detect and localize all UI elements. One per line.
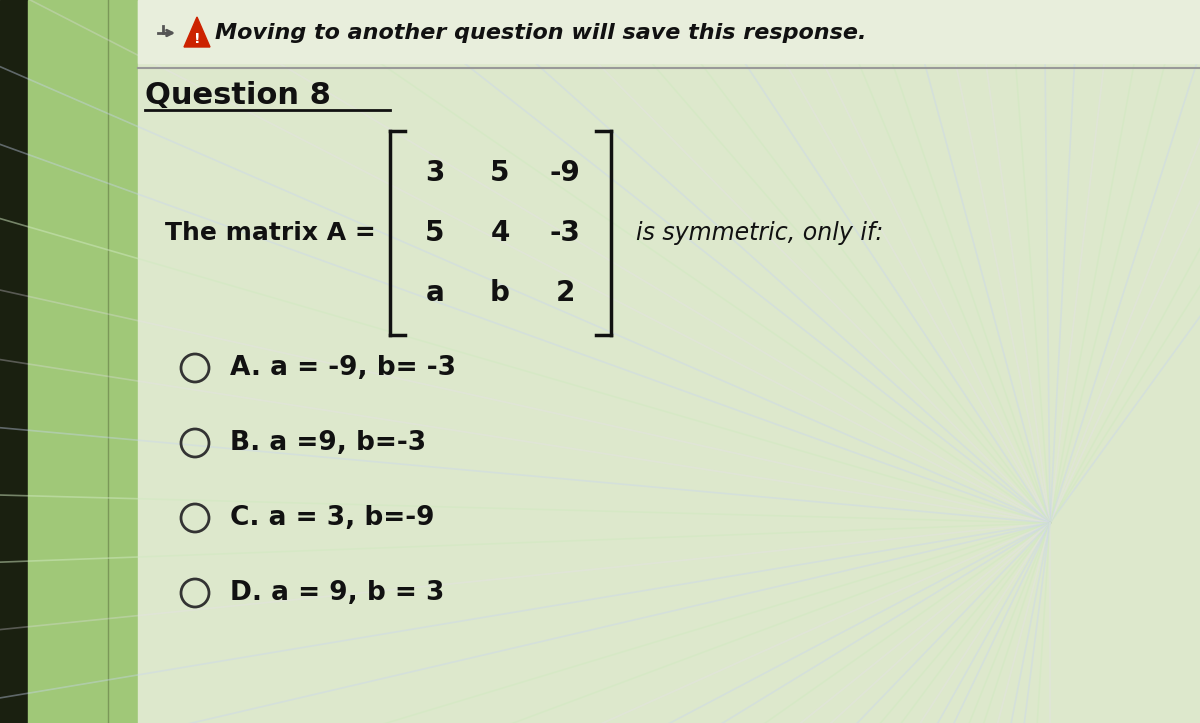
Text: a: a: [426, 279, 444, 307]
Text: A. a = -9, b= -3: A. a = -9, b= -3: [230, 355, 456, 381]
Text: 5: 5: [425, 219, 445, 247]
Text: 2: 2: [556, 279, 575, 307]
Text: The matrix A =: The matrix A =: [166, 221, 376, 245]
Bar: [138, 0, 1200, 63]
Bar: [138, 0, 1200, 723]
Text: b: b: [490, 279, 510, 307]
Bar: [0, 0, 28, 723]
Text: 3: 3: [425, 159, 445, 187]
Text: Moving to another question will save this response.: Moving to another question will save thi…: [215, 23, 866, 43]
Text: B. a =9, b=-3: B. a =9, b=-3: [230, 430, 426, 456]
Text: -3: -3: [550, 219, 581, 247]
Text: is symmetric, only if:: is symmetric, only if:: [636, 221, 883, 245]
Text: 4: 4: [491, 219, 510, 247]
Text: 5: 5: [491, 159, 510, 187]
Text: -9: -9: [550, 159, 581, 187]
Polygon shape: [184, 17, 210, 47]
Text: C. a = 3, b=-9: C. a = 3, b=-9: [230, 505, 434, 531]
Text: !: !: [193, 32, 200, 46]
Text: Question 8: Question 8: [145, 80, 331, 109]
Bar: [28, 0, 138, 723]
Text: D. a = 9, b = 3: D. a = 9, b = 3: [230, 580, 444, 606]
